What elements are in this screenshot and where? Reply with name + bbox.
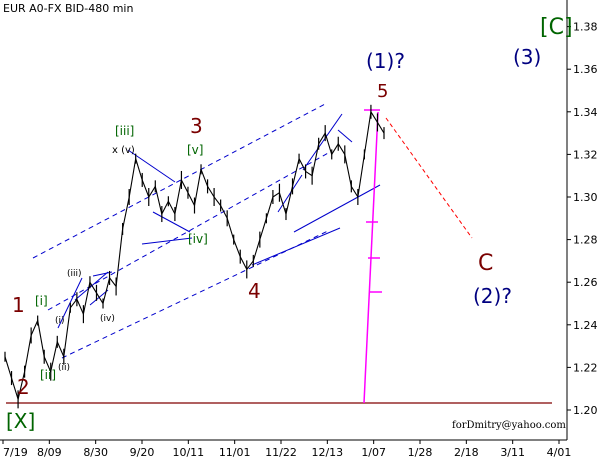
wave-channel-line	[337, 129, 353, 143]
wave-label: 3	[190, 114, 203, 138]
wave-channel-line	[293, 184, 381, 233]
symbol-label: EUR A0-FX BID-480 min	[3, 2, 134, 15]
wave-label: C	[478, 251, 493, 276]
credit-email: forDmitry@yahoo.com	[452, 420, 566, 431]
y-tick-label: 1.24	[573, 319, 598, 332]
x-tick-label: 1/28	[408, 446, 433, 459]
x-tick-label: 3/11	[500, 446, 525, 459]
x-tick-label: 7/19	[3, 446, 28, 459]
wave-label: (3)	[513, 45, 541, 69]
trend-channel-dashed	[32, 102, 328, 259]
wave-label: 2	[17, 375, 30, 399]
y-tick-label: 1.38	[573, 21, 598, 34]
wave-channel-line	[92, 271, 113, 277]
x-tick-label: 11/01	[219, 446, 251, 459]
wave-channel-line	[302, 113, 343, 171]
price-series	[4, 104, 385, 409]
y-tick-label: 1.36	[573, 63, 598, 76]
wave-label: [iv]	[188, 232, 208, 246]
wave-label: (1)?	[366, 49, 405, 73]
wave-label: (2)?	[473, 284, 512, 308]
y-tick-label: 1.28	[573, 234, 598, 247]
x-tick-label: 4/01	[547, 446, 572, 459]
x-tick-label: 9/20	[130, 446, 155, 459]
x-tick-label: 8/30	[83, 446, 108, 459]
wave-label: 4	[248, 279, 261, 303]
x-tick-label: 1/07	[361, 446, 386, 459]
wave-label: 5	[377, 81, 388, 102]
forecast-line	[385, 117, 473, 239]
trend-channel-dashed	[61, 229, 331, 359]
x-tick-label: 8/09	[37, 446, 62, 459]
wave-label: (i)	[55, 316, 65, 326]
x-tick-label: 10/11	[172, 446, 204, 459]
wave-channel-line	[277, 174, 303, 213]
y-tick-label: 1.30	[573, 191, 598, 204]
wave-channel-line	[251, 227, 341, 266]
y-tick-label: 1.20	[573, 404, 598, 417]
wave-label: x (v)	[112, 145, 135, 156]
y-tick-label: 1.22	[573, 361, 598, 374]
y-tick-label: 1.32	[573, 148, 598, 161]
wave-label: [X]	[6, 409, 35, 433]
wave-channel-line	[141, 237, 193, 245]
wave-label: 1	[12, 293, 25, 317]
wave-label: (ii)	[58, 363, 70, 373]
x-tick-label: 12/13	[311, 446, 343, 459]
wave-channel-line	[127, 149, 176, 183]
wave-label: [v]	[187, 143, 203, 157]
y-tick-label: 1.34	[573, 106, 598, 119]
wave-label: [iii]	[115, 124, 134, 138]
wave-label: [i]	[35, 294, 48, 308]
y-tick-label: 1.26	[573, 276, 598, 289]
wave-label: (iv)	[100, 314, 115, 324]
x-tick-label: 2/18	[454, 446, 479, 459]
wave-channel-line	[152, 211, 191, 233]
wave-label: (iii)	[67, 269, 82, 279]
price-line	[4, 110, 385, 402]
wave-label: [ii]	[40, 368, 56, 382]
wave-label: [C]	[540, 15, 573, 40]
x-tick-label: 11/22	[265, 446, 297, 459]
